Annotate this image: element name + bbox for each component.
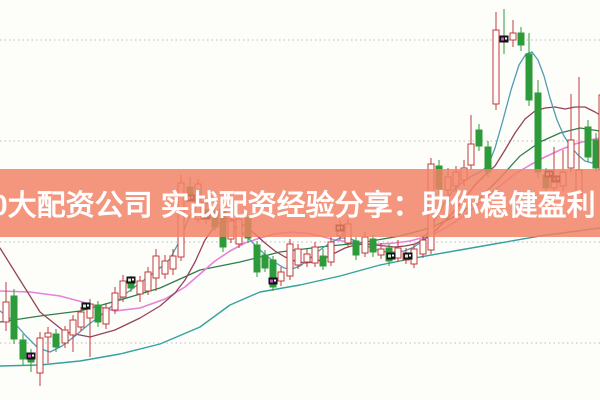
banner-text: 10大配资公司 实战配资经验分享：助你稳健盈利！	[0, 190, 600, 222]
promo-banner: 10大配资公司 实战配资经验分享：助你稳健盈利！	[0, 169, 600, 237]
